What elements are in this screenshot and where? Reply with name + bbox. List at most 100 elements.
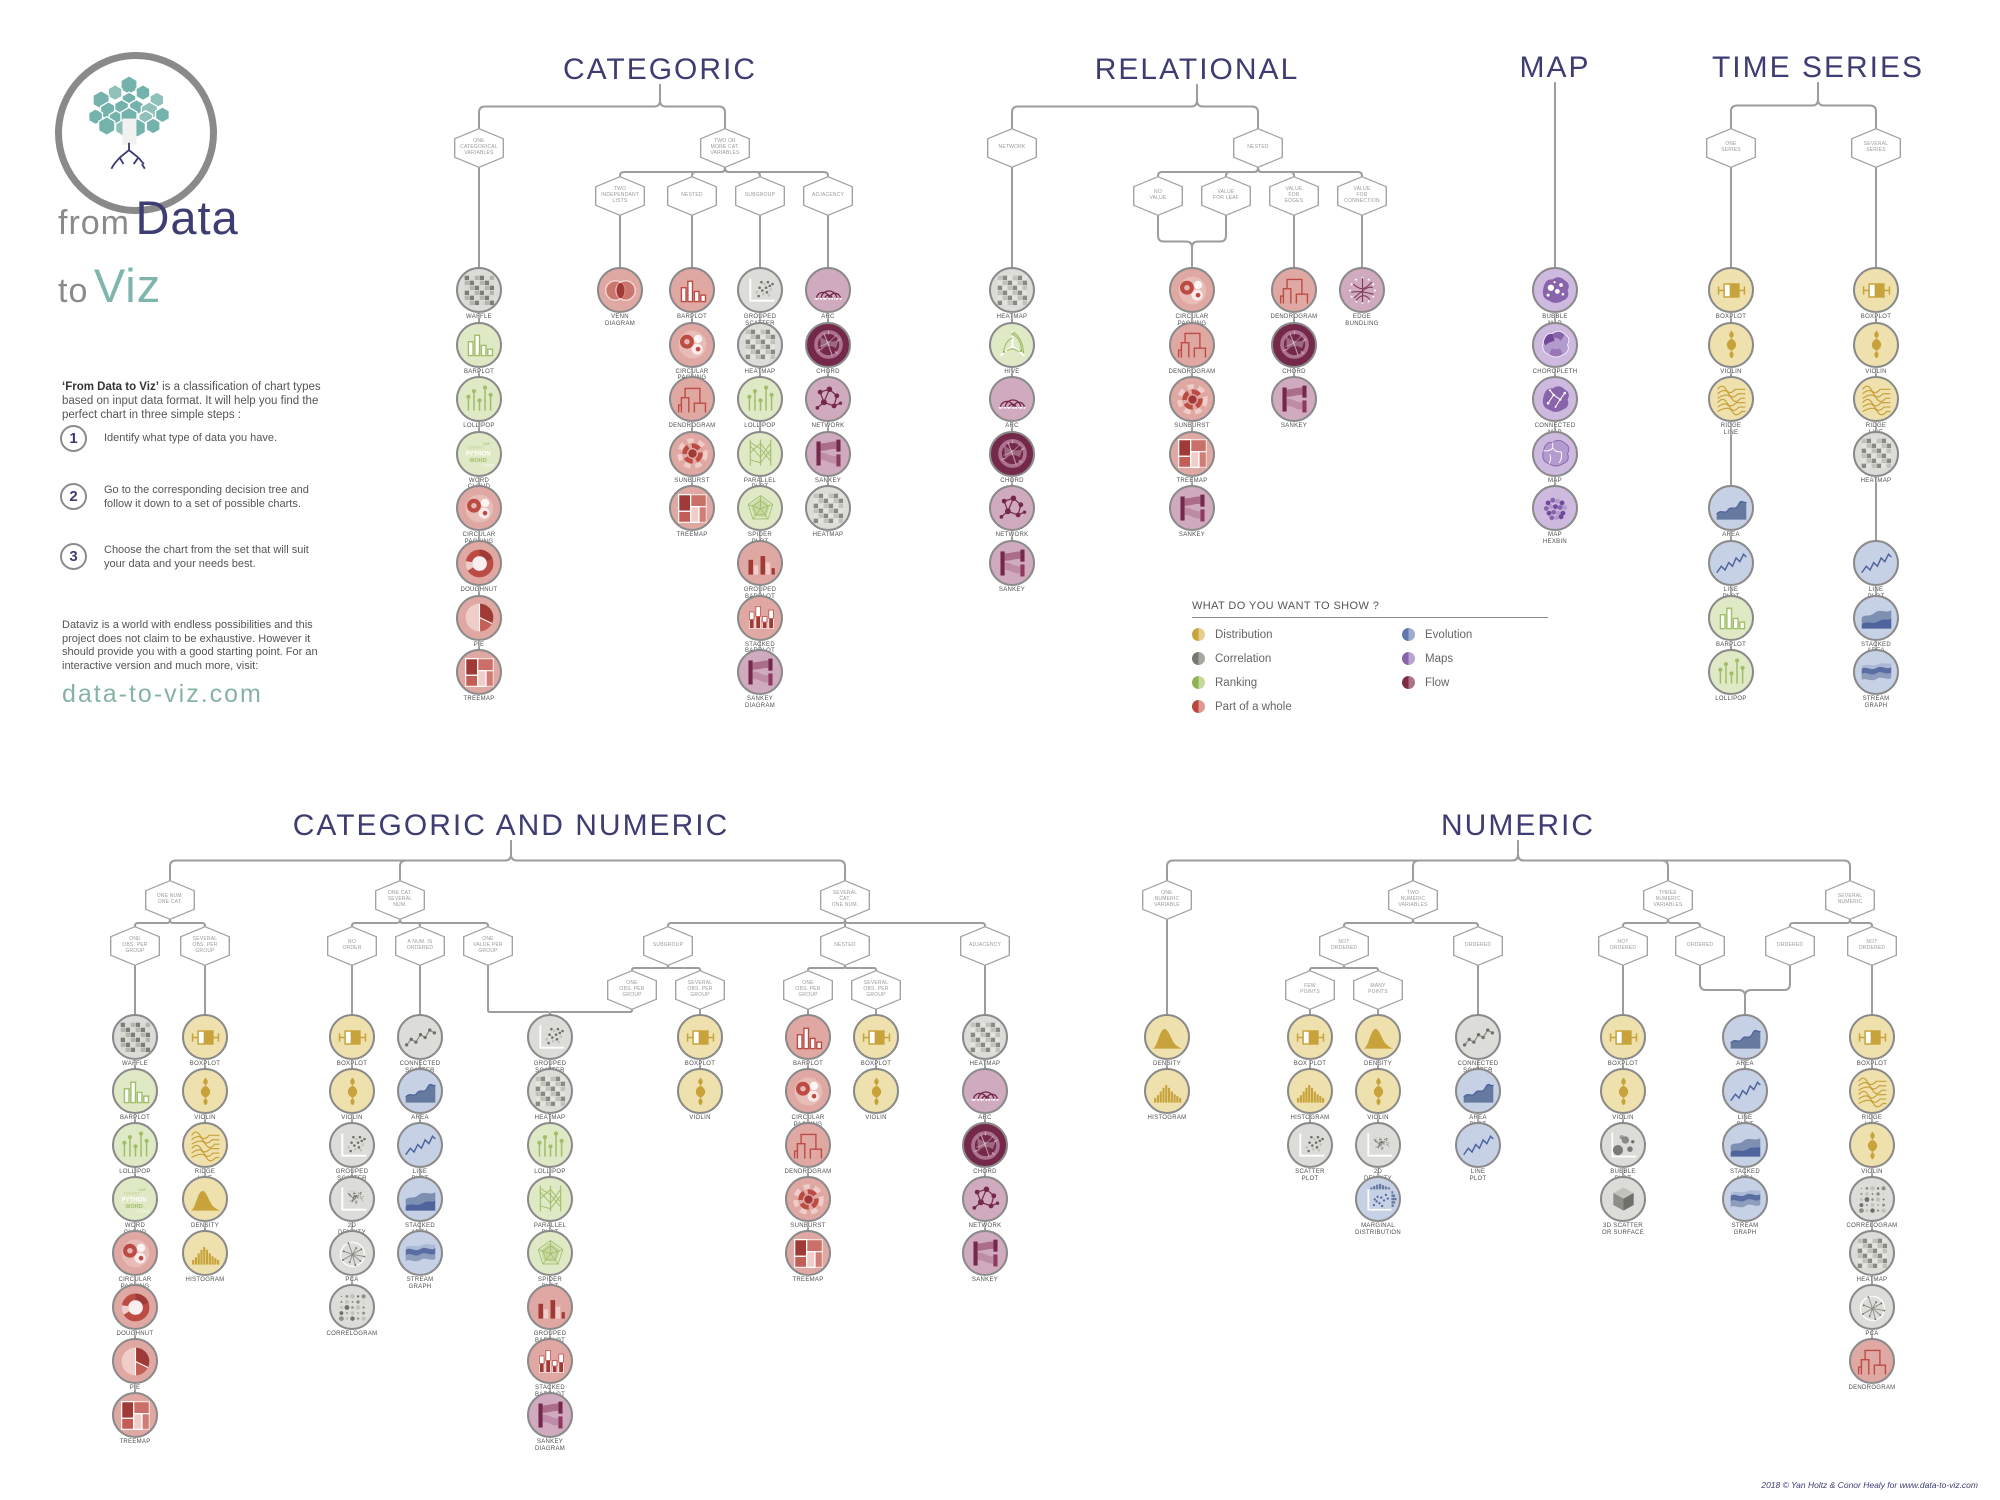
- chart-sunburst[interactable]: [1169, 376, 1215, 423]
- chart-lollipop[interactable]: [112, 1122, 158, 1168]
- chart-treemap[interactable]: [669, 485, 715, 532]
- chart-correlogram[interactable]: [1849, 1176, 1895, 1222]
- chart-edge-bundling[interactable]: [1339, 267, 1385, 313]
- chart-density[interactable]: [1144, 1014, 1190, 1060]
- chart-heatmap[interactable]: [1849, 1230, 1895, 1276]
- chart-sankey-diagram[interactable]: [737, 649, 783, 696]
- chart-arc[interactable]: [989, 376, 1035, 423]
- chart-line-plot[interactable]: [1708, 540, 1754, 586]
- chart-parallel-plot[interactable]: [527, 1176, 573, 1222]
- chart-grouped-scatter[interactable]: [329, 1122, 375, 1168]
- chart-ridge-line[interactable]: [1853, 376, 1899, 423]
- chart-treemap[interactable]: [456, 649, 502, 696]
- chart-density[interactable]: [1355, 1014, 1401, 1060]
- chart-2d-density[interactable]: [329, 1176, 375, 1222]
- chart-dendrogram[interactable]: [1169, 321, 1215, 368]
- chart-chord[interactable]: [1271, 321, 1317, 368]
- chart-arc[interactable]: [962, 1068, 1008, 1114]
- chart-lollipop[interactable]: [737, 376, 783, 423]
- chart-scatter-plot[interactable]: [1287, 1122, 1333, 1168]
- chart-word-cloud[interactable]: CHART PYTHON WORD CLOUD MAP: [456, 430, 502, 477]
- chart-pie[interactable]: [112, 1338, 158, 1384]
- chart-ridge-line[interactable]: [182, 1122, 228, 1168]
- chart-treemap[interactable]: [1169, 430, 1215, 477]
- chart-doughnut[interactable]: [112, 1284, 158, 1330]
- chart-correlogram[interactable]: [329, 1284, 375, 1330]
- chart-violin[interactable]: [677, 1068, 723, 1114]
- chart-heatmap[interactable]: [737, 321, 783, 368]
- chart-pca[interactable]: [329, 1230, 375, 1276]
- chart-line-plot[interactable]: [1455, 1122, 1501, 1168]
- chart-stacked-barplot[interactable]: [737, 594, 783, 641]
- chart-dendrogram[interactable]: [669, 376, 715, 423]
- chart-sankey[interactable]: [989, 540, 1035, 586]
- chart-stream-graph[interactable]: [397, 1230, 443, 1276]
- chart-sankey[interactable]: [962, 1230, 1008, 1276]
- chart-stacked-area[interactable]: [1853, 594, 1899, 641]
- chart-heatmap[interactable]: [527, 1068, 573, 1114]
- chart-barplot[interactable]: [669, 267, 715, 313]
- chart-line-plot[interactable]: [1853, 540, 1899, 586]
- chart-waffle[interactable]: [456, 267, 502, 313]
- chart-area[interactable]: [397, 1068, 443, 1114]
- chart-spider-plot[interactable]: [527, 1230, 573, 1276]
- chart-map-he-xbin[interactable]: [1532, 485, 1578, 532]
- chart-heatmap[interactable]: [1853, 430, 1899, 477]
- chart-box-plot[interactable]: [1287, 1014, 1333, 1060]
- chart-lollipop[interactable]: [527, 1122, 573, 1168]
- chart-stacked-barplot[interactable]: [527, 1338, 573, 1384]
- chart-chord[interactable]: [962, 1122, 1008, 1168]
- chart-circular-packing[interactable]: [456, 485, 502, 532]
- chart-waffle[interactable]: [112, 1014, 158, 1060]
- chart-boxplot[interactable]: [677, 1014, 723, 1060]
- chart-grouped-barplot[interactable]: [737, 540, 783, 586]
- chart-sankey[interactable]: [1271, 376, 1317, 423]
- chart-histogram[interactable]: [1287, 1068, 1333, 1114]
- chart-stream-graph[interactable]: [1722, 1176, 1768, 1222]
- chart-barplot[interactable]: [785, 1014, 831, 1060]
- chart-boxplot[interactable]: [1849, 1014, 1895, 1060]
- chart-3d-scatter-or-surface[interactable]: [1600, 1176, 1646, 1222]
- chart-treemap[interactable]: [112, 1392, 158, 1438]
- chart-doughnut[interactable]: [456, 540, 502, 586]
- chart-circular-packing[interactable]: [669, 321, 715, 368]
- chart-chord[interactable]: [805, 321, 851, 368]
- chart-ridge-line[interactable]: [1849, 1068, 1895, 1114]
- chart-connected-scatter[interactable]: [1455, 1014, 1501, 1060]
- chart-barplot[interactable]: [456, 321, 502, 368]
- chart-violin[interactable]: [853, 1068, 899, 1114]
- chart-treemap[interactable]: [785, 1230, 831, 1276]
- chart-dendrogram[interactable]: [785, 1122, 831, 1168]
- chart-violin[interactable]: [1849, 1122, 1895, 1168]
- chart-pie[interactable]: [456, 594, 502, 641]
- chart-boxplot[interactable]: [182, 1014, 228, 1060]
- chart-line-plot[interactable]: [397, 1122, 443, 1168]
- chart-sankey-diagram[interactable]: [527, 1392, 573, 1438]
- chart-hive[interactable]: [989, 321, 1035, 368]
- chart-grouped-scatter[interactable]: [737, 267, 783, 313]
- chart-violin[interactable]: [1355, 1068, 1401, 1114]
- chart-heatmap[interactable]: [805, 485, 851, 532]
- chart-sankey[interactable]: [1169, 485, 1215, 532]
- chart-heatmap[interactable]: [989, 267, 1035, 313]
- chart-violin[interactable]: [1708, 321, 1754, 368]
- chart-network[interactable]: [989, 485, 1035, 532]
- chart-area-plot[interactable]: [1455, 1068, 1501, 1114]
- chart-circular-packing[interactable]: [112, 1230, 158, 1276]
- chart-stream-graph[interactable]: [1853, 649, 1899, 696]
- chart-boxplot[interactable]: [1853, 267, 1899, 313]
- chart-2d-density[interactable]: [1355, 1122, 1401, 1168]
- chart-map[interactable]: [1532, 430, 1578, 477]
- chart-chord[interactable]: [989, 430, 1035, 477]
- chart-line-plot[interactable]: [1722, 1068, 1768, 1114]
- chart-area[interactable]: [1722, 1014, 1768, 1060]
- chart-violin[interactable]: [329, 1068, 375, 1114]
- chart-bubble-map[interactable]: [1532, 267, 1578, 313]
- chart-boxplot[interactable]: [329, 1014, 375, 1060]
- chart-heatmap[interactable]: [962, 1014, 1008, 1060]
- chart-bubble-plot[interactable]: [1600, 1122, 1646, 1168]
- chart-lollipop[interactable]: [456, 376, 502, 423]
- chart-violin[interactable]: [1853, 321, 1899, 368]
- chart-barplot[interactable]: [1708, 594, 1754, 641]
- chart-sankey[interactable]: [805, 430, 851, 477]
